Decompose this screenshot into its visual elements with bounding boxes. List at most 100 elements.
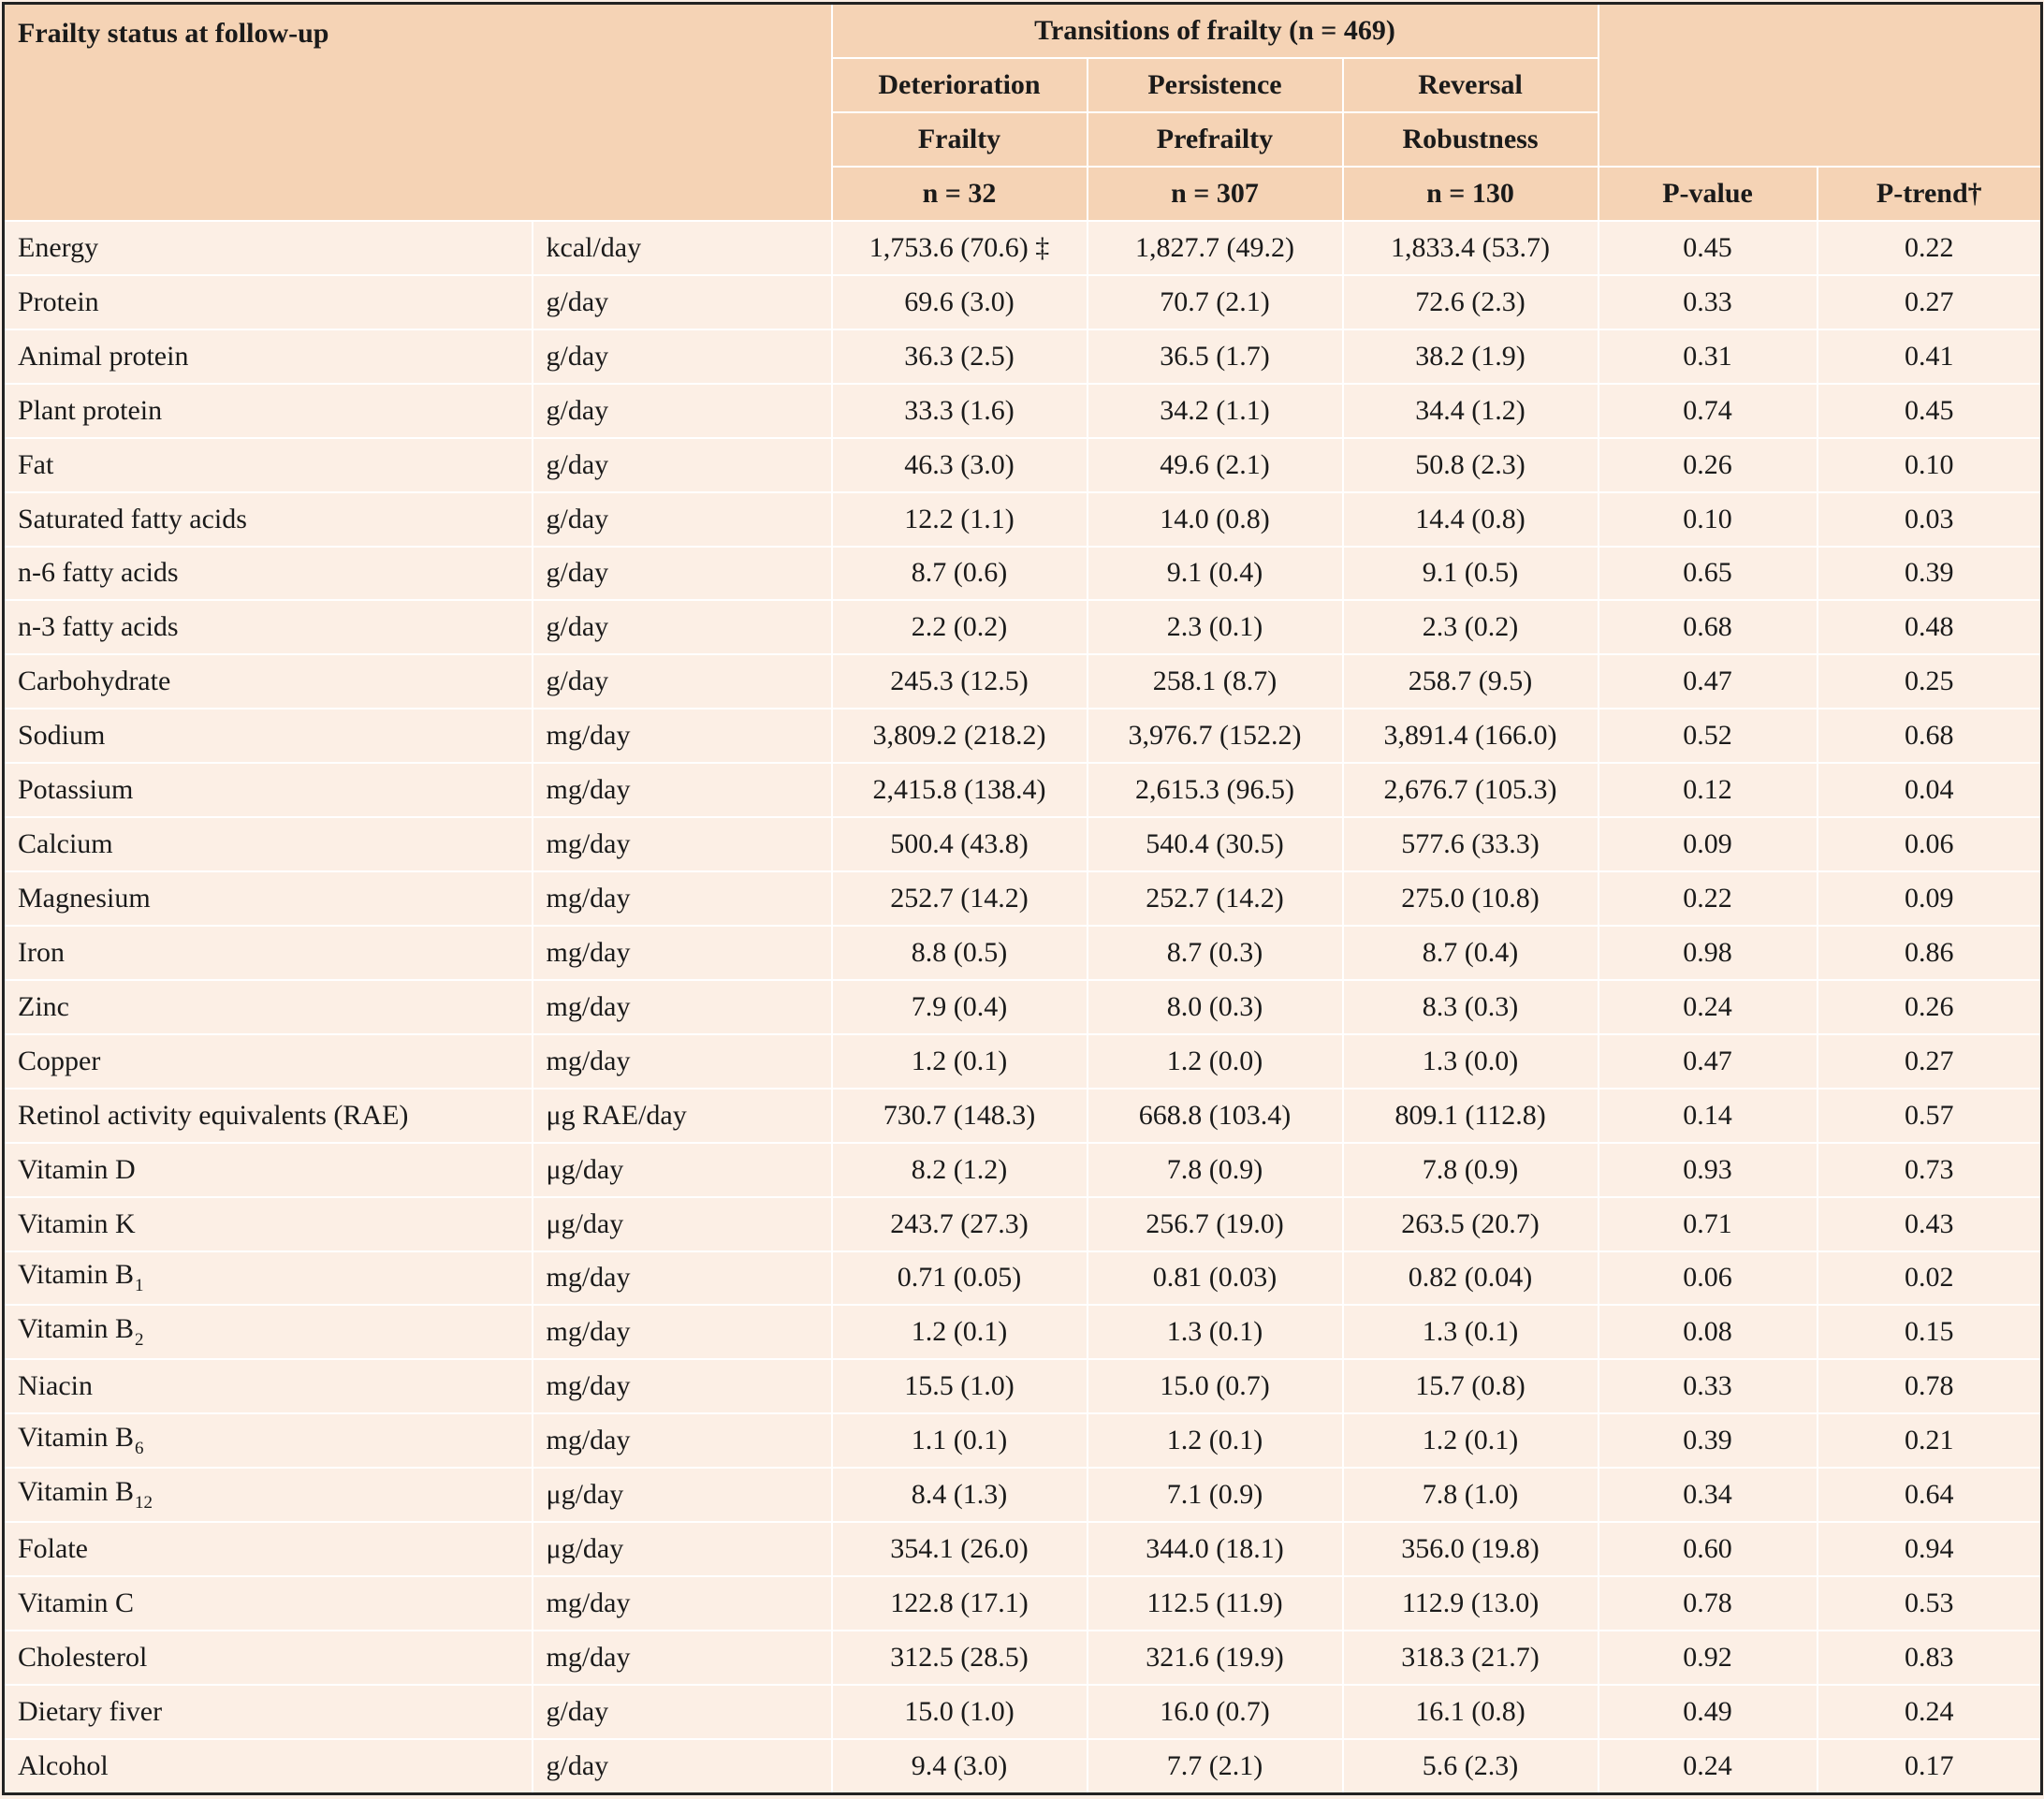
robustness-value-cell: 0.82 (0.04): [1341, 1250, 1599, 1307]
nutrient-name-cell: Calcium: [2, 816, 533, 873]
table-row: Sodium mg/day 3,809.2 (218.2) 3,976.7 (152.…: [2, 708, 2043, 765]
unit-cell: μg/day: [531, 1141, 833, 1198]
robustness-value-cell: 8.7 (0.4): [1341, 924, 1599, 981]
nutrient-name: Retinol activity equivalents (RAE): [18, 1099, 409, 1131]
p-value-cell: 0.09: [1597, 816, 1818, 873]
unit-cell: g/day: [531, 490, 833, 548]
unit-cell: mg/day: [531, 708, 833, 765]
frailty-value-cell: 33.3 (1.6): [830, 382, 1088, 439]
nutrient-name: Vitamin C: [18, 1587, 135, 1618]
frailty-value-cell: 8.8 (0.5): [830, 924, 1088, 981]
p-trend-cell: 0.43: [1816, 1195, 2043, 1252]
unit-cell: g/day: [531, 1683, 833, 1740]
table-row: n-6 fatty acids g/day 8.7 (0.6) 9.1 (0.4) 9.…: [2, 545, 2043, 602]
prefrailty-value-cell: 258.1 (8.7): [1086, 653, 1344, 710]
prefrailty-value-cell: 8.0 (0.3): [1086, 978, 1344, 1035]
p-value-cell: 0.24: [1597, 978, 1818, 1035]
nutrient-subscript: 1: [135, 1276, 144, 1296]
prefrailty-value-cell: 112.5 (11.9): [1086, 1575, 1344, 1631]
nutrient-name-cell: Zinc: [2, 978, 533, 1035]
robustness-value-cell: 1.3 (0.1): [1341, 1304, 1599, 1361]
nutrient-name: Saturated fatty acids: [18, 503, 247, 534]
robustness-value-cell: 809.1 (112.8): [1341, 1087, 1599, 1144]
p-value-cell: 0.12: [1597, 762, 1818, 819]
robustness-value-cell: 72.6 (2.3): [1341, 273, 1599, 330]
p-trend-cell: 0.94: [1816, 1521, 2043, 1578]
unit-cell: mg/day: [531, 1032, 833, 1090]
robustness-value-cell: 5.6 (2.3): [1341, 1737, 1599, 1795]
prefrailty-value-cell: 321.6 (19.9): [1086, 1629, 1344, 1686]
p-value-cell: 0.93: [1597, 1141, 1818, 1198]
p-value-cell: 0.34: [1597, 1467, 1818, 1524]
nutrient-name-cell: Retinol activity equivalents (RAE): [2, 1087, 533, 1144]
prefrailty-value-cell: 252.7 (14.2): [1086, 870, 1344, 927]
nutrient-name-cell: Energy: [2, 220, 533, 276]
frailty-value-cell: 243.7 (27.3): [830, 1195, 1088, 1252]
nutrient-subscript: 12: [135, 1493, 153, 1514]
header-transition-deterioration: Deterioration: [830, 57, 1088, 113]
p-value-cell: 0.45: [1597, 220, 1818, 276]
nutrient-name: Calcium: [18, 828, 113, 860]
p-value-cell: 0.33: [1597, 1358, 1818, 1415]
nutrient-name: Alcohol: [18, 1749, 109, 1781]
prefrailty-value-cell: 8.7 (0.3): [1086, 924, 1344, 981]
nutrient-name-cell: Iron: [2, 924, 533, 981]
unit-cell: mg/day: [531, 1358, 833, 1415]
header-status-prefrailty: Prefrailty: [1086, 111, 1344, 168]
frailty-value-cell: 500.4 (43.8): [830, 816, 1088, 873]
table-row: Vitamin B1 mg/day 0.71 (0.05) 0.81 (0.03) 0.…: [2, 1250, 2043, 1307]
nutrient-name-cell: Dietary fiver: [2, 1683, 533, 1740]
nutrient-name: Zinc: [18, 990, 69, 1022]
nutrient-name: Vitamin B: [18, 1259, 135, 1291]
unit-cell: mg/day: [531, 816, 833, 873]
frailty-value-cell: 252.7 (14.2): [830, 870, 1088, 927]
p-value-cell: 0.92: [1597, 1629, 1818, 1686]
robustness-value-cell: 318.3 (21.7): [1341, 1629, 1599, 1686]
table-row: Cholesterol mg/day 312.5 (28.5) 321.6 (19.9…: [2, 1629, 2043, 1686]
robustness-value-cell: 7.8 (1.0): [1341, 1467, 1599, 1524]
table-row: Iron mg/day 8.8 (0.5) 8.7 (0.3) 8.7 (0.4) 0.9…: [2, 924, 2043, 981]
frailty-value-cell: 245.3 (12.5): [830, 653, 1088, 710]
robustness-value-cell: 2,676.7 (105.3): [1341, 762, 1599, 819]
frailty-value-cell: 2,415.8 (138.4): [830, 762, 1088, 819]
frailty-value-cell: 9.4 (3.0): [830, 1737, 1088, 1795]
nutrient-name-cell: Vitamin B1: [2, 1250, 533, 1307]
nutrient-name: Animal protein: [18, 340, 189, 372]
header-transitions: Transitions of frailty (n = 469): [830, 2, 1599, 59]
nutrient-name-cell: Vitamin C: [2, 1575, 533, 1631]
p-trend-cell: 0.57: [1816, 1087, 2043, 1144]
p-trend-cell: 0.03: [1816, 490, 2043, 548]
robustness-value-cell: 14.4 (0.8): [1341, 490, 1599, 548]
prefrailty-value-cell: 2,615.3 (96.5): [1086, 762, 1344, 819]
robustness-value-cell: 258.7 (9.5): [1341, 653, 1599, 710]
p-trend-cell: 0.64: [1816, 1467, 2043, 1524]
nutrient-name-cell: Vitamin B2: [2, 1304, 533, 1361]
p-trend-cell: 0.09: [1816, 870, 2043, 927]
p-value-cell: 0.33: [1597, 273, 1818, 330]
unit-cell: mg/day: [531, 1304, 833, 1361]
table-row: Potassium mg/day 2,415.8 (138.4) 2,615.3 (9…: [2, 762, 2043, 819]
robustness-value-cell: 15.7 (0.8): [1341, 1358, 1599, 1415]
nutrient-name: Energy: [18, 231, 99, 263]
table-header: Frailty status at follow-up Transitions …: [2, 2, 2043, 222]
unit-cell: g/day: [531, 545, 833, 602]
nutrient-name: Folate: [18, 1533, 88, 1565]
p-value-cell: 0.24: [1597, 1737, 1818, 1795]
robustness-value-cell: 7.8 (0.9): [1341, 1141, 1599, 1198]
prefrailty-value-cell: 15.0 (0.7): [1086, 1358, 1344, 1415]
frailty-value-cell: 0.71 (0.05): [830, 1250, 1088, 1307]
frailty-value-cell: 354.1 (26.0): [830, 1521, 1088, 1578]
nutrient-name: Vitamin B: [18, 1422, 135, 1454]
robustness-value-cell: 1.3 (0.0): [1341, 1032, 1599, 1090]
table-row: Magnesium mg/day 252.7 (14.2) 252.7 (14.2) 2…: [2, 870, 2043, 927]
robustness-value-cell: 2.3 (0.2): [1341, 599, 1599, 656]
table-row: Fat g/day 46.3 (3.0) 49.6 (2.1) 50.8 (2.3) 0.…: [2, 436, 2043, 493]
nutrient-name-cell: n-6 fatty acids: [2, 545, 533, 602]
table-body: Energy kcal/day 1,753.6 (70.6) ‡ 1,827.7 (4…: [2, 220, 2043, 1795]
table-row: n-3 fatty acids g/day 2.2 (0.2) 2.3 (0.1) 2.…: [2, 599, 2043, 656]
nutrient-name: n-6 fatty acids: [18, 557, 179, 589]
nutrient-name: Carbohydrate: [18, 665, 171, 697]
p-value-cell: 0.14: [1597, 1087, 1818, 1144]
nutrient-subscript: 2: [135, 1330, 144, 1351]
